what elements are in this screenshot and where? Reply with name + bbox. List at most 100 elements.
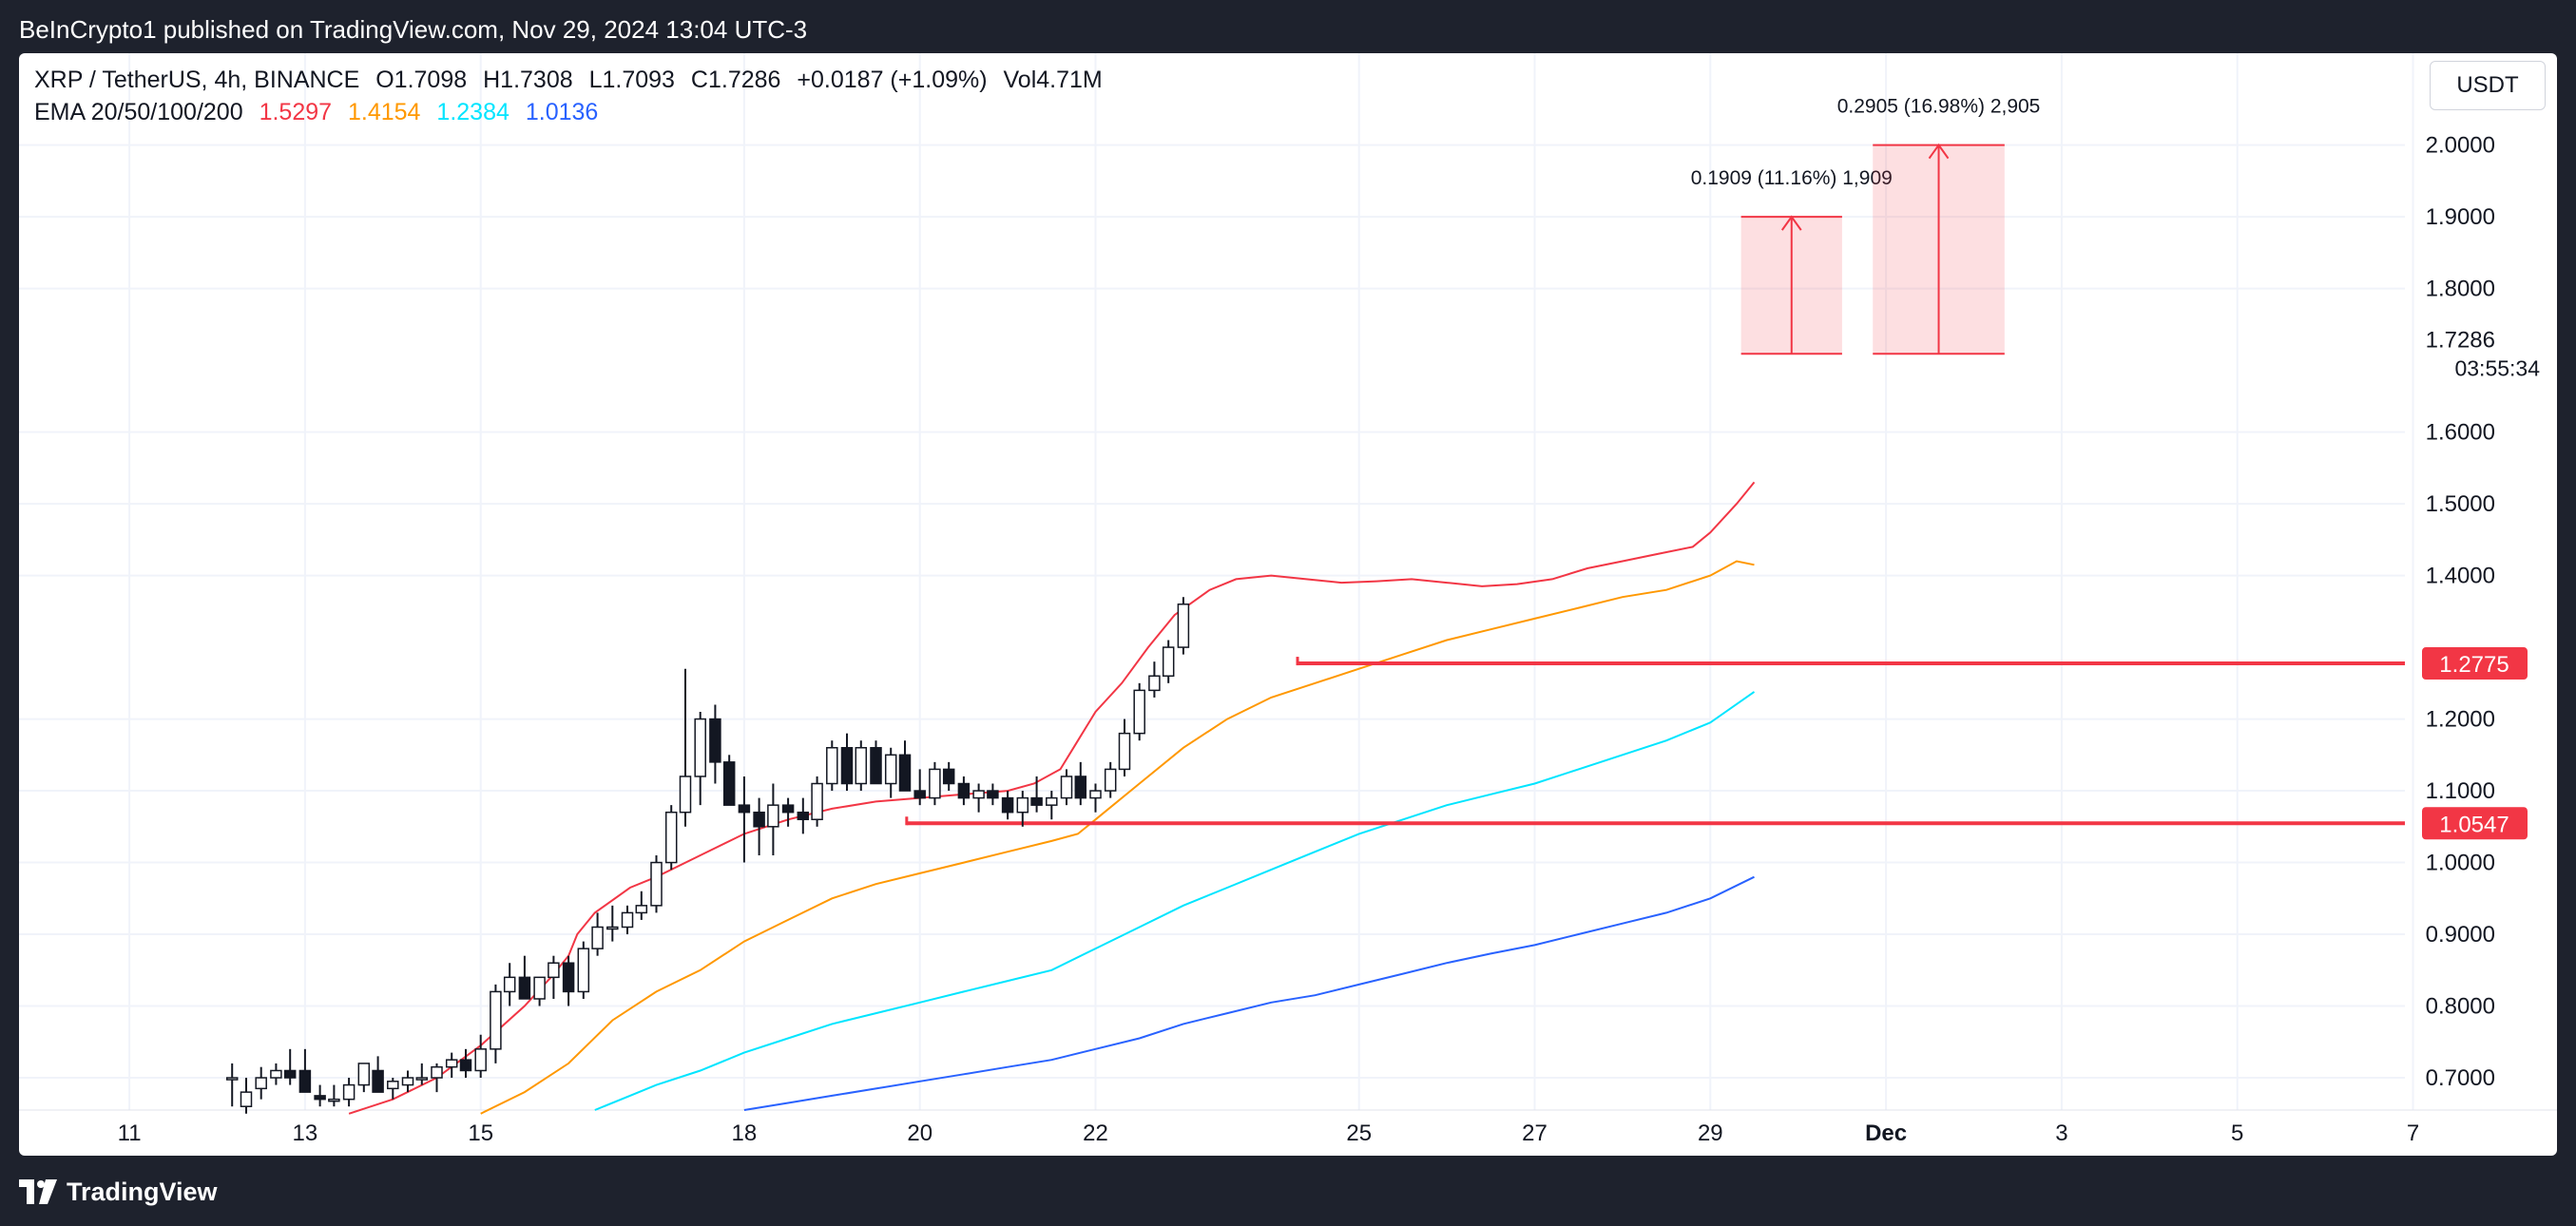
legend-change: +0.0187 (+1.09%) (797, 67, 988, 93)
candle-down (753, 811, 765, 828)
candle-up (548, 962, 560, 979)
candle-down (722, 761, 736, 806)
price-axis-label: 1.6000 (2426, 420, 2495, 446)
price-axis-label: 1.0000 (2426, 851, 2495, 876)
support-price-tag (2422, 807, 2528, 840)
time-axis-label: 5 (2231, 1121, 2243, 1146)
legend-ema-50-value: 1.4154 (348, 99, 421, 125)
legend-volume: Vol4.71M (1003, 67, 1103, 93)
price-chart[interactable]: 0.1909 (11.16%) 1,909 0.2905 (16.98%) 2,9… (19, 53, 2557, 1156)
measure-box-label: 0.1909 (11.16%) 1,909 (1691, 167, 1893, 189)
legend-low: L1.7093 (588, 67, 675, 93)
candle-up (694, 718, 706, 777)
legend-high: H1.7308 (483, 67, 573, 93)
candle-up (255, 1077, 267, 1090)
candle-up (679, 776, 692, 814)
legend-ema-row: EMA 20/50/100/200 1.5297 1.4154 1.2384 1… (34, 99, 607, 126)
candle-down (870, 747, 882, 785)
candle-up (826, 747, 838, 785)
candle-up (240, 1091, 253, 1107)
candle-up (591, 926, 604, 949)
candle-up (1016, 796, 1029, 814)
chart-panel[interactable]: 0.1909 (11.16%) 1,909 0.2905 (16.98%) 2,9… (19, 53, 2557, 1156)
candle-up (1133, 689, 1145, 735)
tradingview-logo[interactable]: TradingView (19, 1177, 218, 1207)
candle-down (738, 804, 751, 814)
candle-down (942, 768, 955, 785)
legend-ema-20-value: 1.5297 (259, 99, 333, 125)
legend-ema-label: EMA 20/50/100/200 (34, 99, 243, 125)
time-axis-label: 18 (732, 1121, 758, 1146)
price-axis-label: 0.9000 (2426, 922, 2495, 948)
candle-down (709, 718, 721, 763)
candle-up (503, 976, 516, 993)
candle-up (767, 804, 779, 828)
candle-up (270, 1069, 282, 1079)
candle-down (987, 790, 999, 799)
legend-symbol: XRP / TetherUS, 4h, BINANCE (34, 67, 360, 93)
candle-down (314, 1095, 326, 1101)
candle-up (225, 1077, 239, 1081)
support-price-tag-label: 1.2775 (2439, 652, 2509, 678)
legend-close: C1.7286 (690, 67, 781, 93)
candle-down (781, 804, 795, 814)
time-axis-label: 3 (2055, 1121, 2067, 1146)
price-axis-label: 1.5000 (2426, 491, 2495, 517)
candle-up (1089, 790, 1102, 799)
candle-up (474, 1048, 487, 1072)
candle-down (283, 1069, 297, 1079)
ema-line-ema-20 (348, 481, 1756, 1115)
price-axis-label: 1.2000 (2426, 707, 2495, 733)
candle-down (518, 976, 531, 1000)
candle-down (1030, 796, 1043, 806)
measure-box-label: 0.2905 (16.98%) 2,905 (1837, 96, 2041, 118)
candle-up (811, 782, 823, 821)
candle-up (490, 990, 502, 1050)
candle-down (840, 747, 854, 785)
candle-down (957, 782, 971, 799)
ema-line-ema-50 (480, 560, 1755, 1115)
time-axis-label: 15 (468, 1121, 493, 1146)
legend-ema-200-value: 1.0136 (525, 99, 599, 125)
price-axis-label: 1.1000 (2426, 778, 2495, 804)
legend-symbol-row: XRP / TetherUS, 4h, BINANCE O1.7098 H1.7… (34, 67, 1112, 94)
candle-down (797, 811, 810, 821)
ema-line-ema-100 (594, 691, 1756, 1111)
time-axis-label: 13 (293, 1121, 318, 1146)
candle-up (1177, 603, 1190, 648)
candle-up (1046, 796, 1058, 806)
candle-down (1074, 776, 1087, 799)
candle-up (1104, 768, 1117, 792)
time-axis-label: 20 (907, 1121, 932, 1146)
price-axis-label: 1.9000 (2426, 204, 2495, 230)
candle-up (415, 1077, 429, 1081)
candle-up (445, 1059, 458, 1068)
candle-up (401, 1077, 414, 1086)
candle-up (606, 926, 619, 930)
currency-selector[interactable]: USDT (2430, 61, 2546, 110)
tradingview-logo-icon (19, 1179, 57, 1204)
candle-up (884, 754, 897, 785)
candle-up (577, 948, 590, 993)
candle-up (929, 768, 941, 799)
bar-countdown: 03:55:34 (2454, 356, 2540, 381)
publisher-line: BeInCrypto1 published on TradingView.com… (19, 15, 808, 44)
support-price-tag (2422, 647, 2528, 680)
time-axis-label: 25 (1346, 1121, 1372, 1146)
candle-up (357, 1063, 371, 1086)
candle-down (562, 962, 575, 993)
candle-down (372, 1069, 384, 1093)
candle-up (664, 811, 678, 864)
candle-up (1162, 646, 1175, 678)
time-axis-label: 22 (1083, 1121, 1108, 1146)
candle-up (328, 1098, 340, 1102)
candle-up (342, 1083, 356, 1101)
price-axis-label: 0.8000 (2426, 994, 2495, 1020)
candle-up (1148, 675, 1161, 692)
legend-open: O1.7098 (375, 67, 468, 93)
candle-down (1001, 796, 1014, 814)
candle-down (298, 1069, 312, 1093)
candle-up (635, 905, 648, 914)
price-axis-label: 2.0000 (2426, 133, 2495, 159)
candle-down (898, 754, 912, 792)
